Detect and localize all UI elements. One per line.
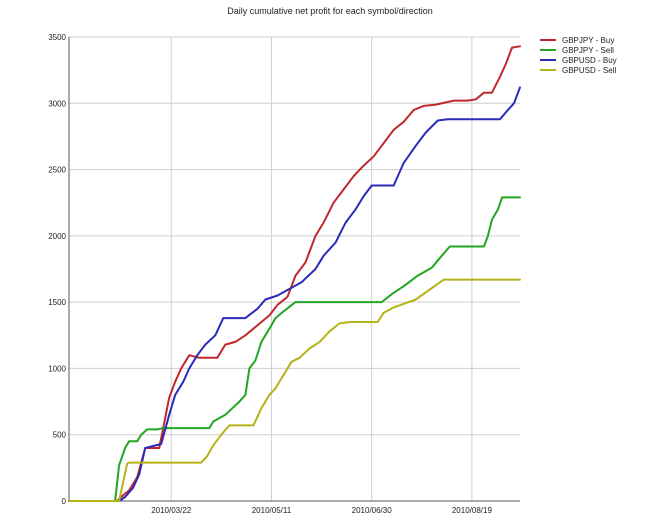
- series-line-3: [68, 86, 521, 502]
- y-tick-label: 1500: [48, 298, 66, 307]
- legend-label: GBPUSD - Sell: [562, 66, 616, 75]
- y-tick-label: 2500: [48, 166, 66, 175]
- x-tick-label: 2010/05/11: [252, 506, 292, 515]
- legend-label: GBPJPY - Buy: [562, 36, 614, 45]
- y-tick-label: 2000: [48, 232, 66, 241]
- legend-label: GBPJPY - Sell: [562, 46, 614, 55]
- x-tick-label: 2010/06/30: [352, 506, 393, 515]
- series-line-4: [68, 278, 521, 502]
- grid: [69, 36, 520, 502]
- y-tick-label: 3000: [48, 99, 66, 108]
- legend-label: GBPUSD - Buy: [562, 56, 617, 65]
- y-tick-label: 500: [53, 431, 67, 440]
- y-tick-label: 0: [62, 497, 67, 506]
- series-lines: [68, 45, 521, 502]
- y-tick-label: 3500: [48, 33, 66, 42]
- chart-title: Daily cumulative net profit for each sym…: [227, 6, 433, 16]
- x-tick-label: 2010/03/22: [151, 506, 192, 515]
- y-tick-label: 1000: [48, 364, 66, 373]
- series-line-1: [68, 45, 521, 502]
- series-line-2: [68, 196, 521, 502]
- axes: 0 500 1000 1500 2000 2500 3000 3500 2010/03/22 20…: [48, 33, 520, 515]
- x-tick-label: 2010/08/19: [452, 506, 493, 515]
